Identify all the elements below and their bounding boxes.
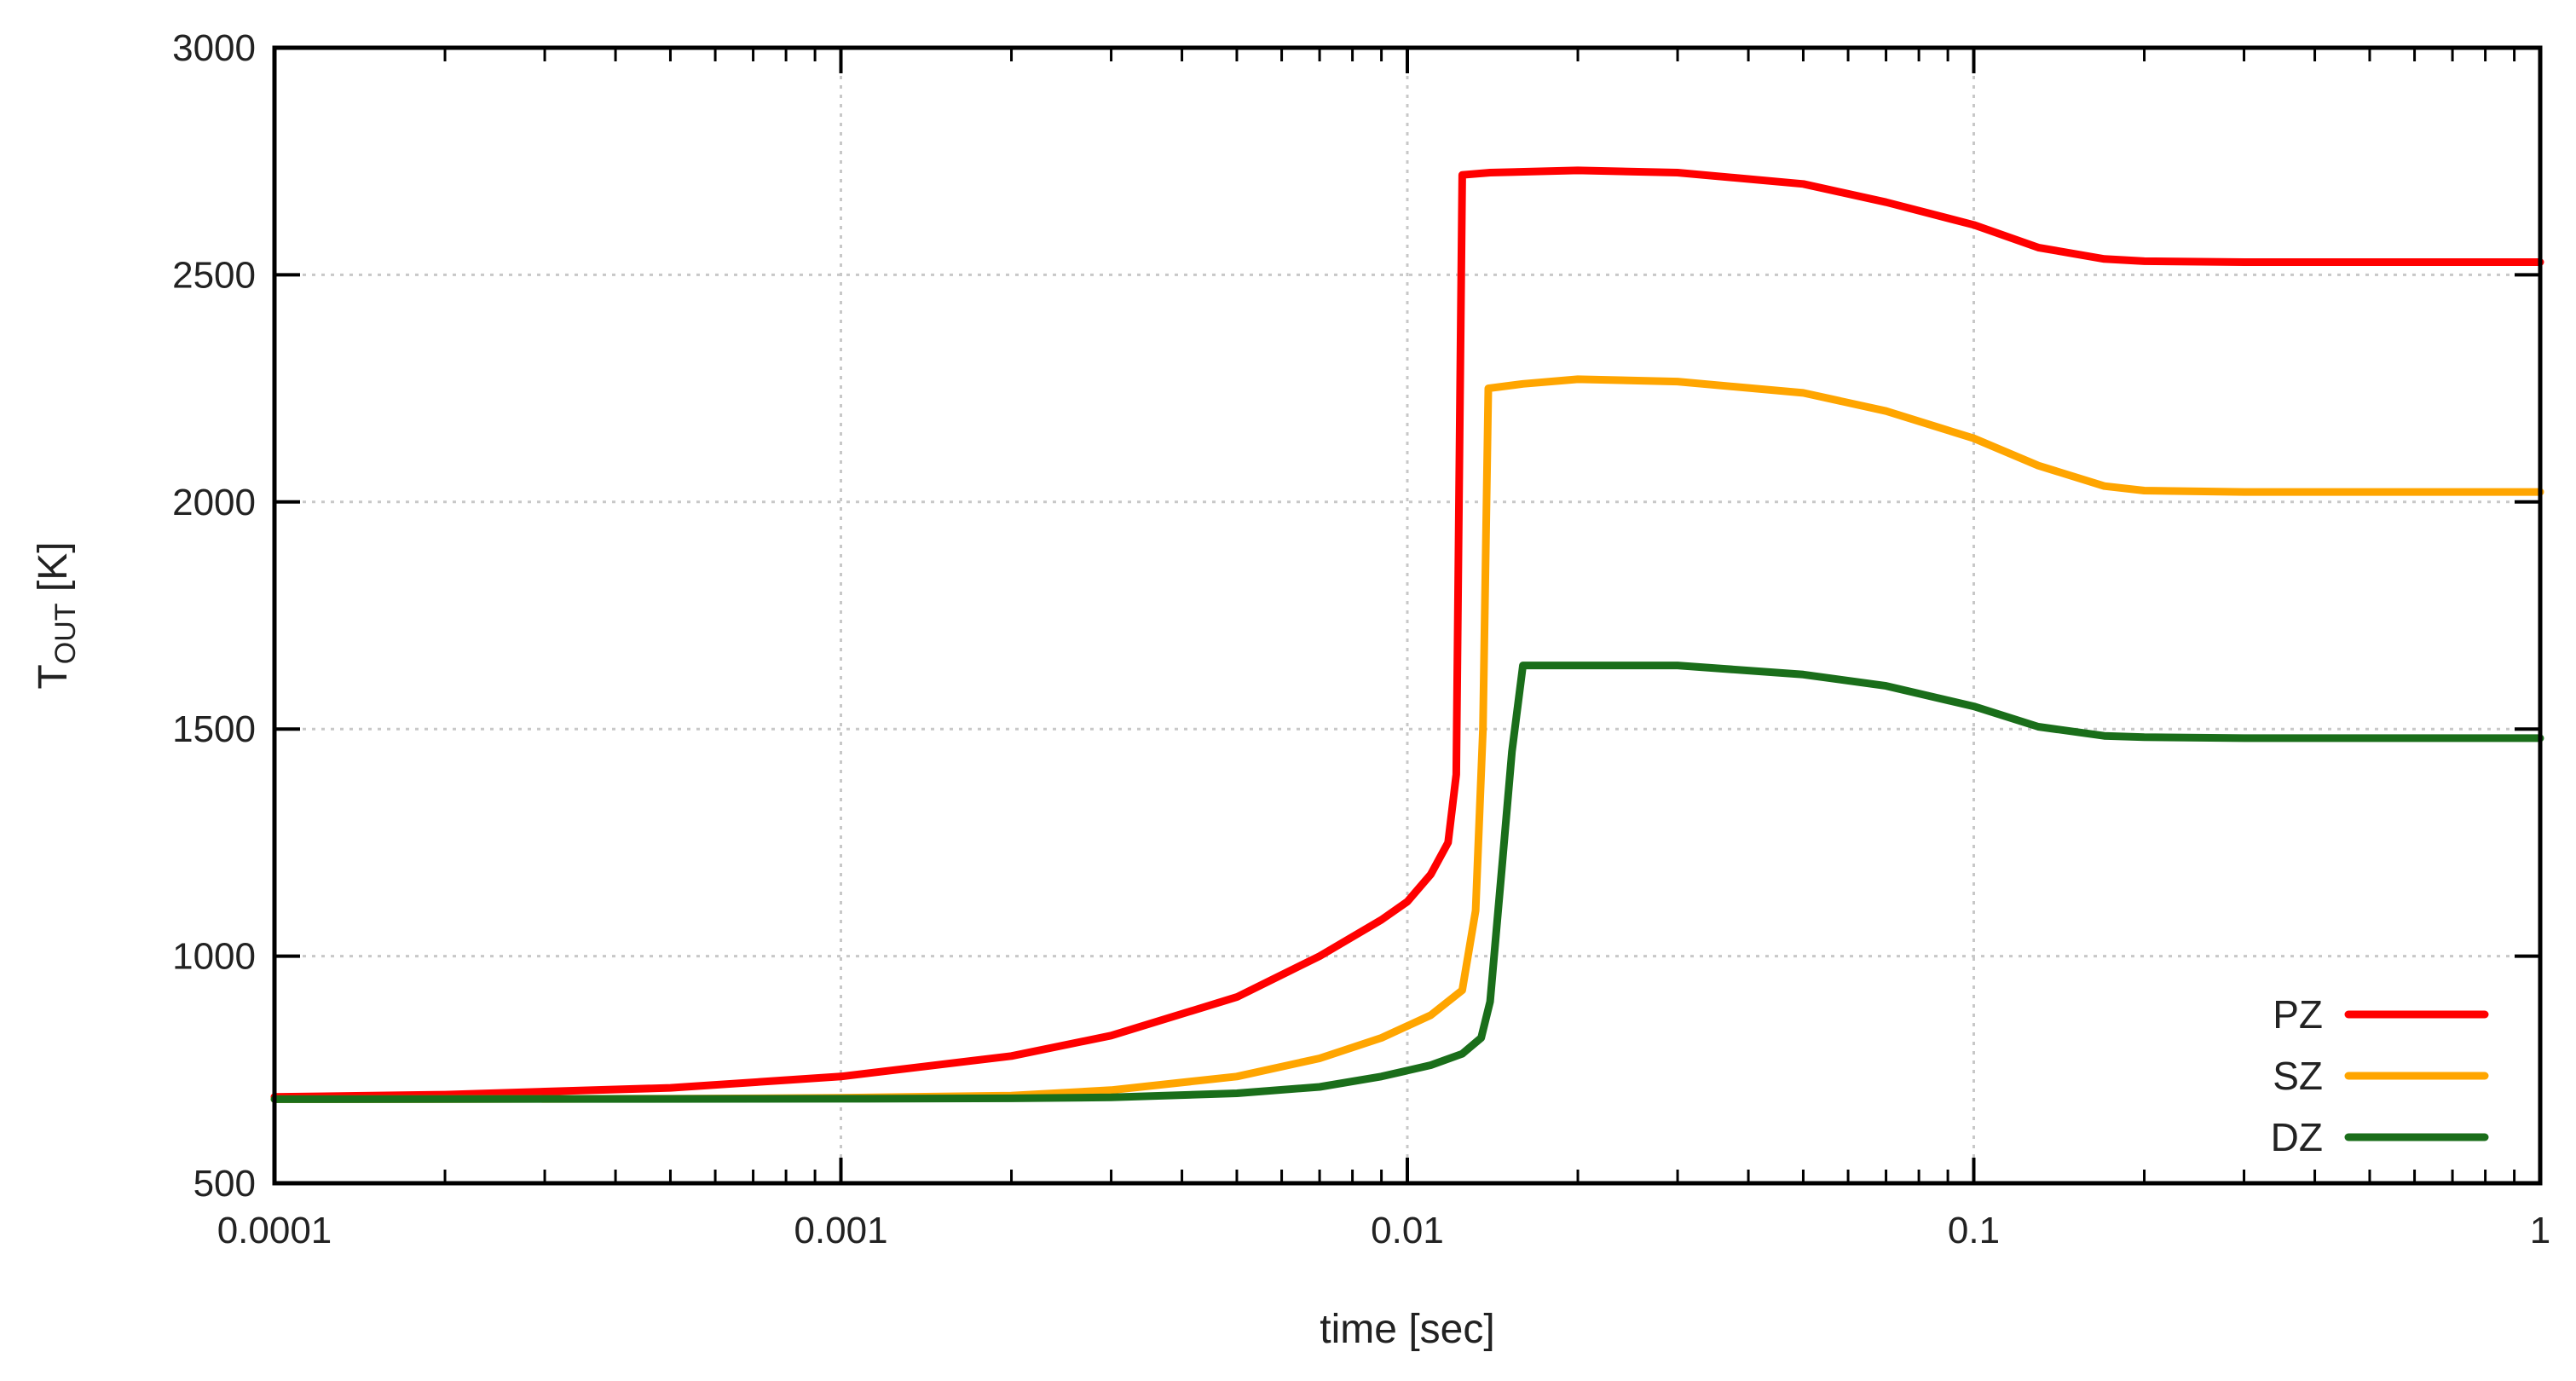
- y-tick-label: 3000: [172, 27, 256, 69]
- x-tick-label: 0.0001: [217, 1210, 332, 1251]
- x-tick-label: 0.01: [1371, 1210, 1444, 1251]
- x-tick-label: 0.1: [1948, 1210, 2000, 1251]
- series-layer: [270, 166, 2544, 1103]
- y-axis-label-unit: [K]: [31, 541, 76, 603]
- legend: PZ SZ DZ: [2271, 992, 2489, 1159]
- y-axis-label-subscript: OUT: [49, 603, 82, 664]
- y-tick-label: 1500: [172, 708, 256, 750]
- y-axis-label-main: T: [31, 664, 76, 689]
- tick-label-layer: 0.0001 0.001 0.01 0.1 1500100015002000250030…: [172, 27, 2550, 1251]
- x-axis-label: time [sec]: [1320, 1307, 1494, 1352]
- y-tick-label: 2500: [172, 254, 256, 296]
- x-tick-label: 1: [2530, 1210, 2550, 1251]
- x-tick-label: 0.001: [794, 1210, 887, 1251]
- series-line-dz: [270, 662, 2544, 1103]
- legend-label-pz: PZ: [2273, 992, 2323, 1037]
- y-tick-label: 1000: [172, 936, 256, 978]
- y-tick-label: 2000: [172, 482, 256, 523]
- legend-label-dz: DZ: [2271, 1115, 2323, 1159]
- series-line-pz: [270, 166, 2544, 1101]
- y-tick-label: 500: [193, 1163, 256, 1205]
- y-axis-label: TOUT [K]: [31, 541, 82, 689]
- series-line-sz: [270, 375, 2544, 1103]
- axes-layer: [272, 45, 2543, 1186]
- grid-layer: [274, 48, 2540, 1183]
- legend-label-sz: SZ: [2273, 1054, 2323, 1098]
